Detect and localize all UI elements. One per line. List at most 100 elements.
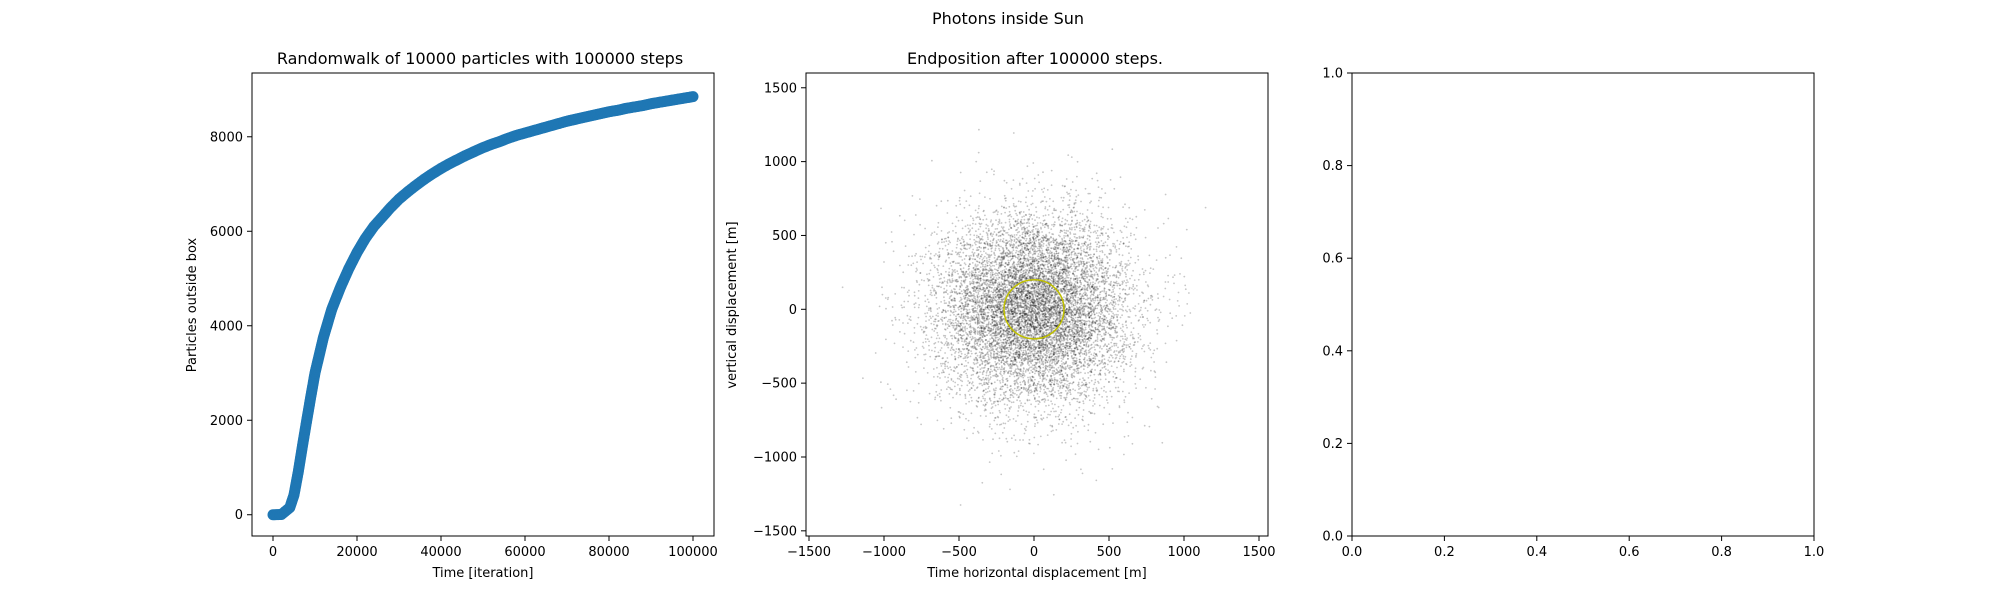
endpoint-dot: [1169, 312, 1172, 315]
endpoint-dot: [929, 252, 932, 255]
endpoint-dot: [1008, 330, 1011, 333]
endpoint-dot: [940, 389, 943, 391]
endpoint-dot: [1094, 431, 1097, 434]
endpoint-dot: [1018, 327, 1021, 330]
endpoint-dot: [1084, 251, 1087, 254]
endpoint-dot: [1093, 346, 1096, 348]
endpoint-dot: [1115, 298, 1117, 300]
endpoint-dot: [1109, 319, 1111, 321]
endpoint-dot: [1000, 348, 1003, 351]
endpoint-dot: [982, 313, 985, 316]
endpoint-dot: [1044, 300, 1046, 303]
endpoint-dot: [1012, 266, 1015, 269]
endpoint-dot: [1090, 343, 1093, 346]
endpoint-dot: [940, 347, 943, 349]
endpoint-dot: [1118, 298, 1121, 301]
endpoint-dot: [1149, 342, 1152, 344]
endpoint-dot: [1058, 263, 1061, 265]
endpoint-dot: [968, 340, 971, 343]
endpoint-dot: [920, 279, 923, 281]
endpoint-dot: [1073, 226, 1076, 229]
endpoint-dot: [1046, 387, 1048, 390]
endpoint-dot: [1104, 331, 1107, 333]
endpoint-dot: [959, 379, 962, 382]
endpoint-dot: [1061, 423, 1063, 425]
endpoint-dot: [1036, 298, 1038, 301]
endpoint-dot: [1115, 350, 1118, 352]
y-tick-label: 2000: [210, 414, 243, 429]
endpoint-dot: [1054, 284, 1056, 286]
endpoint-dot: [998, 271, 1000, 274]
endpoint-dot: [1109, 301, 1112, 304]
endpoint-dot: [1031, 231, 1034, 233]
endpoint-dot: [913, 291, 916, 294]
endpoint-dot: [1009, 488, 1011, 491]
endpoint-dot: [982, 376, 985, 379]
endpoint-dot: [886, 298, 889, 301]
endpoint-dot: [1029, 239, 1032, 241]
endpoint-dot: [976, 234, 978, 237]
endpoint-dot: [1118, 357, 1121, 360]
endpoint-dot: [1114, 327, 1117, 330]
endpoint-dot: [1002, 381, 1004, 383]
endpoint-dot: [1014, 275, 1017, 278]
endpoint-dot: [960, 299, 962, 302]
endpoint-dot: [1110, 310, 1113, 313]
endpoint-dot: [962, 326, 964, 329]
endpoint-dot: [1064, 353, 1067, 356]
endpoint-dot: [1059, 266, 1062, 269]
endpoint-dot: [1031, 195, 1033, 198]
endpoint-dot: [1041, 282, 1044, 285]
endpoint-dot: [1105, 317, 1108, 319]
endpoint-dot: [1023, 222, 1025, 225]
endpoint-dot: [1003, 355, 1006, 358]
endpoint-dot: [1080, 329, 1083, 332]
endpoint-dot: [1028, 372, 1031, 374]
endpoint-dot: [960, 298, 963, 300]
endpoint-dot: [1099, 305, 1102, 307]
endpoint-dot: [1121, 254, 1124, 257]
endpoint-dot: [1055, 348, 1057, 350]
endpoint-dot: [975, 286, 978, 289]
endpoint-dot: [1069, 316, 1072, 318]
endpoint-dot: [1047, 241, 1050, 244]
endpoint-dot: [984, 196, 986, 199]
endpoint-dot: [1074, 266, 1077, 268]
endpoint-dot: [950, 322, 953, 325]
endpoint-dot: [945, 237, 947, 240]
endpoint-dot: [1101, 354, 1104, 357]
endpoint-dot: [1031, 307, 1034, 309]
x-tick-label: 100000: [668, 545, 718, 560]
endpoint-dot: [1095, 245, 1098, 248]
endpoint-dot: [968, 258, 971, 261]
endpoint-dot: [937, 264, 940, 267]
endpoint-dot: [974, 223, 977, 226]
endpoint-dot: [1066, 251, 1068, 254]
endpoint-dot: [1035, 283, 1037, 286]
endpoint-dot: [1059, 231, 1062, 234]
endpoint-dot: [1059, 248, 1062, 251]
endpoint-dot: [1123, 280, 1126, 282]
endpoint-dot: [1056, 297, 1059, 300]
endpoint-dot: [985, 371, 988, 374]
endpoint-dot: [1088, 320, 1090, 322]
endpoint-dot: [1099, 333, 1101, 336]
endpoint-dot: [1057, 350, 1060, 353]
endpoint-dot: [1014, 363, 1016, 366]
endpoint-dot: [1039, 372, 1042, 374]
endpoint-dot: [1039, 325, 1042, 328]
endpoint-dot: [999, 411, 1001, 414]
endpoint-dot: [1018, 361, 1021, 364]
endpoint-dot: [949, 281, 952, 284]
endpoint-dot: [1088, 225, 1091, 227]
endpoint-dot: [998, 304, 1001, 307]
endpoint-dot: [982, 281, 985, 284]
endpoint-dot: [1138, 310, 1141, 313]
endpoint-dot: [939, 377, 941, 379]
endpoint-dot: [1061, 244, 1064, 246]
endpoint-dot: [1024, 304, 1027, 306]
endpoint-dot: [1037, 230, 1039, 233]
endpoint-dot: [1045, 322, 1048, 325]
endpoint-dot: [954, 321, 957, 324]
endpoint-dot: [1019, 285, 1021, 288]
